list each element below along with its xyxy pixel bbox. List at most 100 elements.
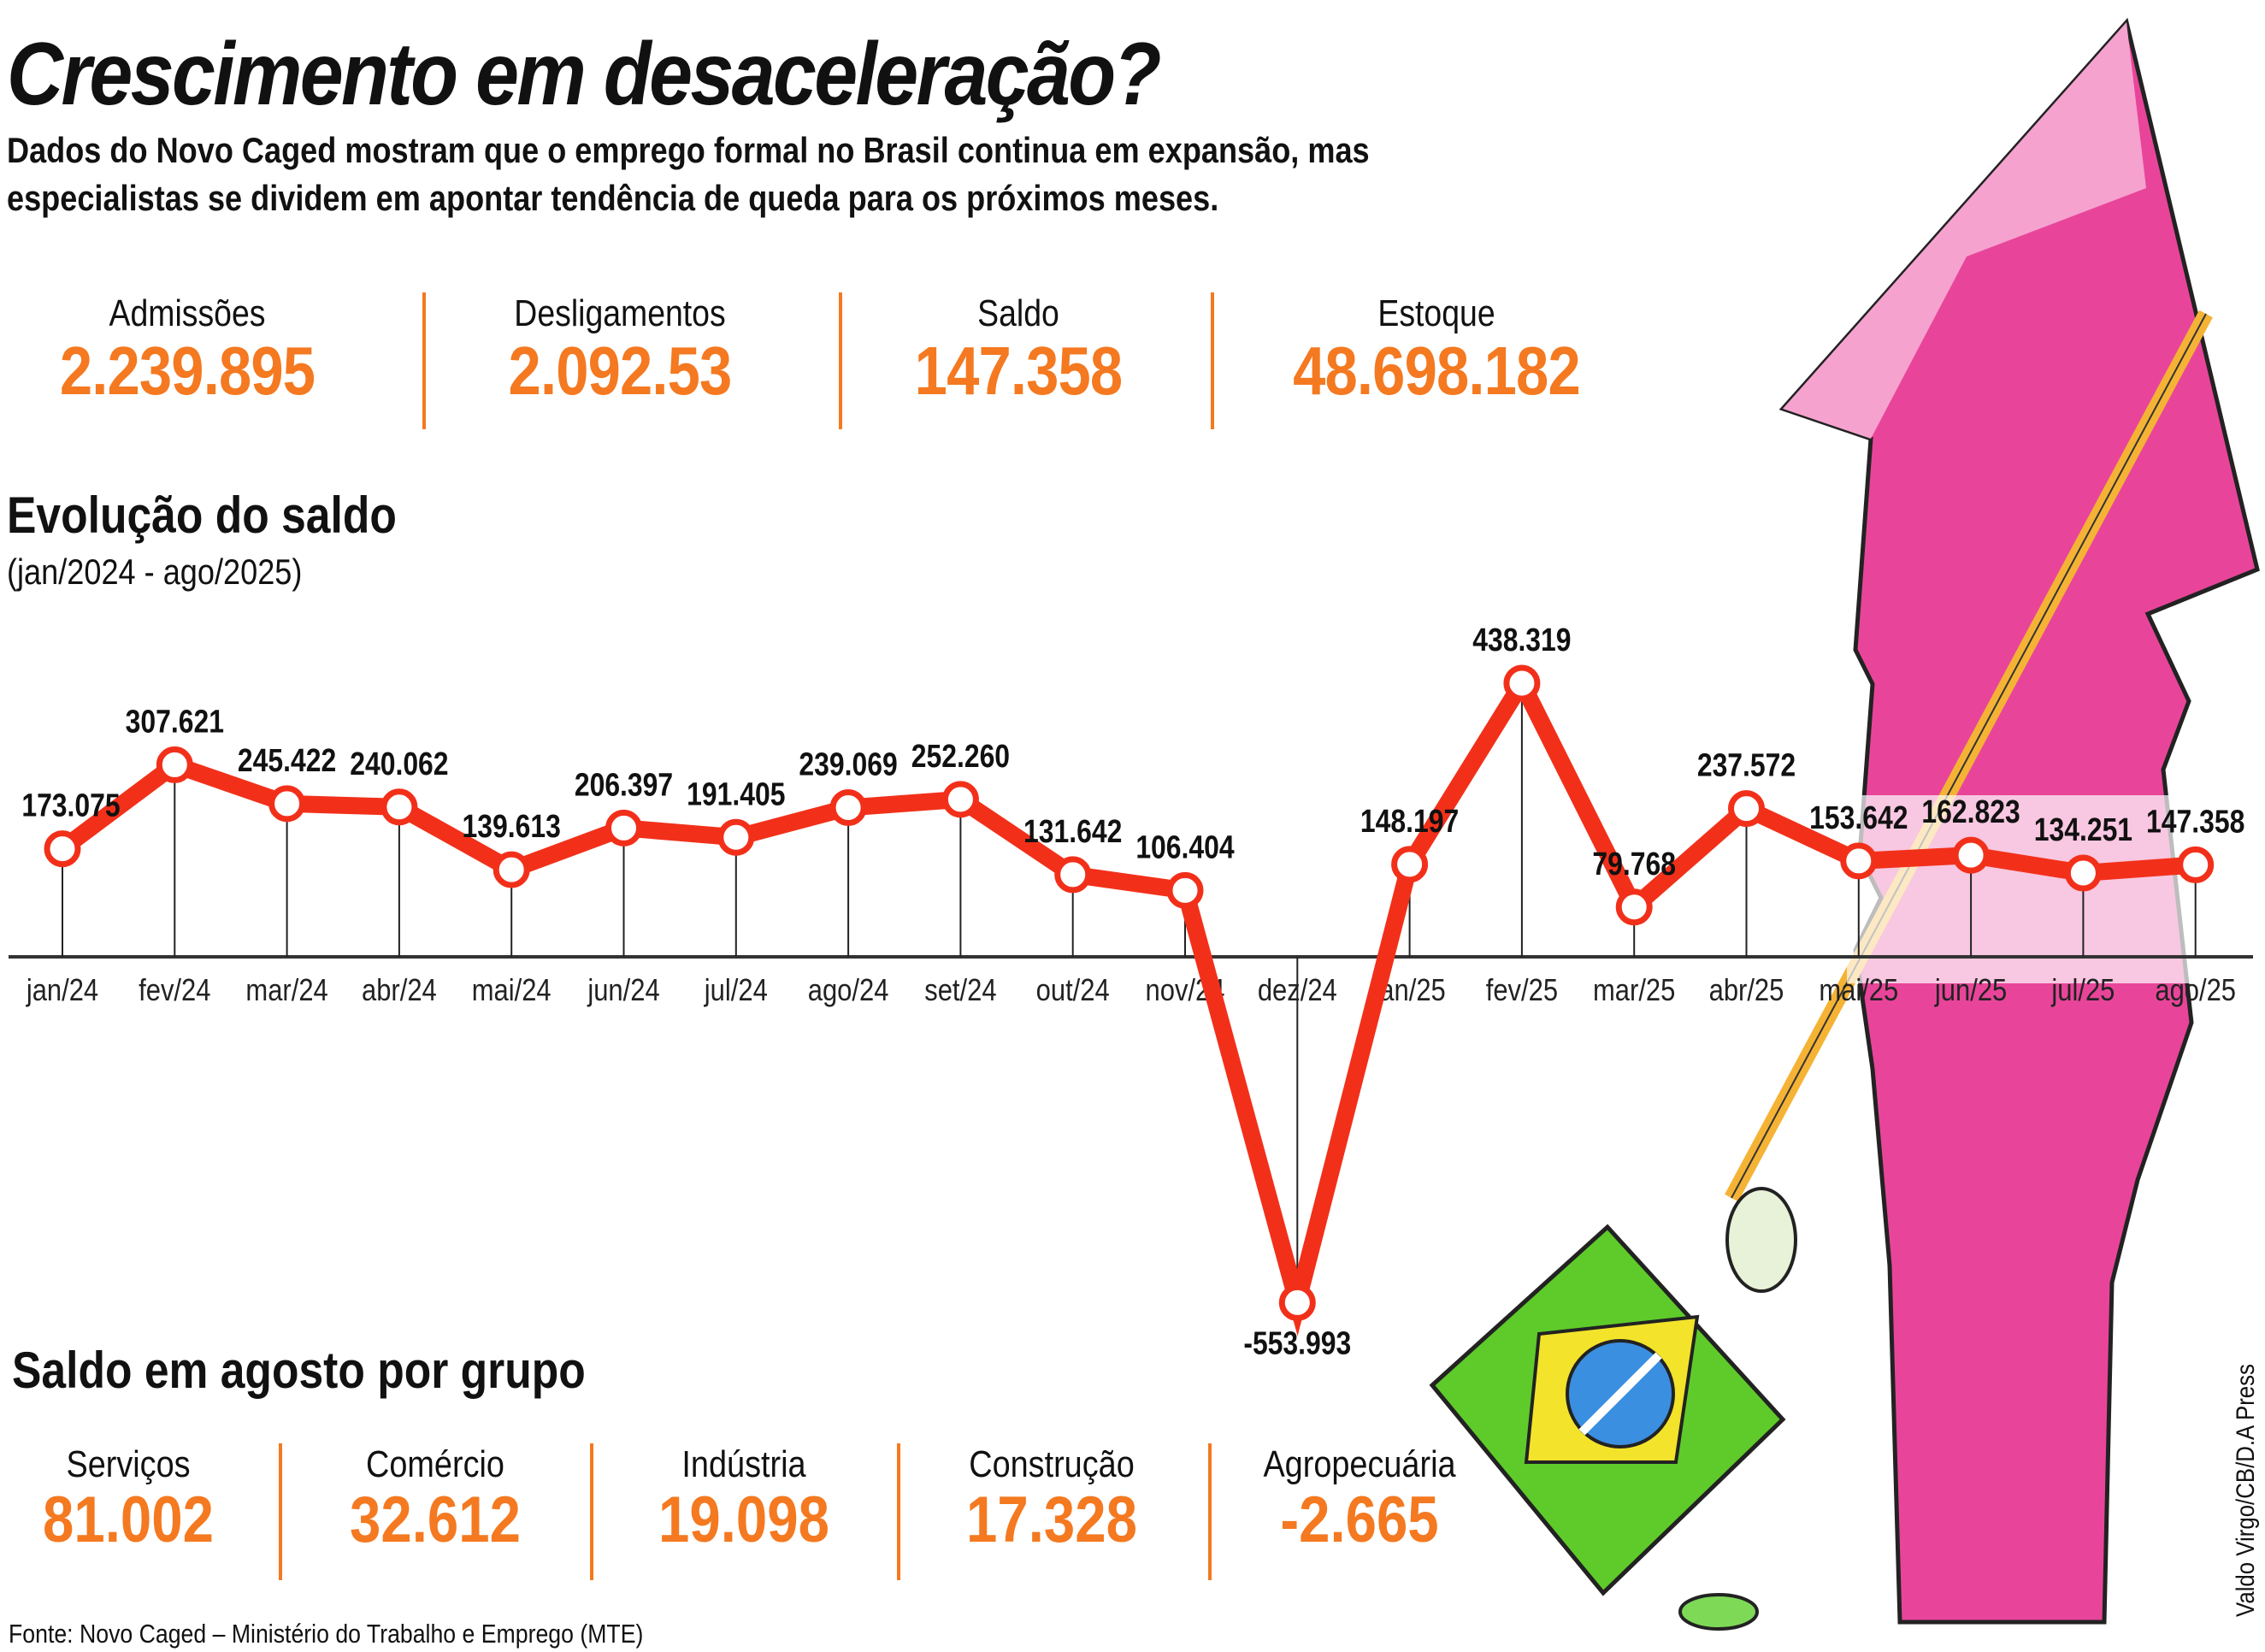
x-tick-label: mai/25	[1819, 974, 1898, 1008]
divider	[839, 292, 842, 429]
foot-illustration	[1678, 1593, 1759, 1631]
stat-value: 2.239.895	[59, 333, 316, 409]
x-tick-label: jun/25	[1934, 974, 2007, 1008]
x-tick-label: abr/24	[362, 974, 437, 1008]
groups-title: Saldo em agosto por grupo	[12, 1342, 586, 1399]
series-line	[57, 665, 2197, 1336]
data-label: 148.197	[1360, 803, 1459, 839]
data-label: -553.993	[1243, 1325, 1351, 1361]
x-tick-label: out/24	[1036, 974, 1110, 1008]
x-tick-label: set/24	[924, 974, 996, 1008]
data-point	[2064, 854, 2102, 892]
data-label: 240.062	[350, 746, 448, 782]
data-label: 173.075	[21, 788, 120, 823]
divider	[279, 1443, 282, 1580]
x-tick-label: fev/24	[139, 974, 210, 1008]
group-value: 19.098	[658, 1484, 829, 1556]
stat-value: 147.358	[914, 333, 1124, 409]
illustration-credit: Valdo Virgo/CB/D.A Press	[2232, 1364, 2260, 1617]
data-label: 245.422	[238, 742, 336, 778]
data-label: 79.768	[1592, 846, 1676, 882]
x-tick-label: jul/25	[2050, 974, 2115, 1008]
x-tick-label: mar/25	[1593, 974, 1675, 1008]
data-label: 106.404	[1135, 829, 1235, 865]
data-point	[1840, 842, 1878, 880]
stat-label: Saldo	[977, 292, 1059, 334]
stat-value: 48.698.182	[1293, 333, 1581, 409]
stat-label: Admissões	[109, 292, 266, 334]
stat-saldo: Saldo 147.358	[822, 292, 1215, 407]
group-value: 81.002	[43, 1484, 214, 1556]
stat-desligamentos: Desligamentos 2.092.53	[423, 292, 817, 407]
stat-label: Desligamentos	[514, 292, 726, 334]
group-value: 17.328	[966, 1484, 1137, 1556]
data-point	[156, 746, 193, 783]
group-label: Construção	[969, 1443, 1135, 1485]
x-tick-label: jul/24	[704, 974, 768, 1008]
stat-value: 2.092.53	[508, 333, 733, 409]
data-point	[1278, 1283, 1316, 1321]
data-point	[1615, 888, 1653, 926]
x-tick-label: dez/24	[1258, 974, 1337, 1008]
data-point	[2177, 846, 2215, 883]
data-point	[1952, 836, 1990, 874]
chart-title: Evolução do saldo	[7, 487, 397, 544]
x-tick-label: mar/24	[245, 974, 327, 1008]
data-point	[1503, 664, 1541, 702]
data-label: 191.405	[687, 776, 785, 812]
group-label: Comércio	[366, 1443, 504, 1485]
group-comercio: Comércio 32.612	[281, 1443, 589, 1555]
data-label: 162.823	[1921, 794, 2020, 830]
divider	[590, 1443, 593, 1580]
stat-label: Estoque	[1377, 292, 1495, 334]
x-tick-label: jun/24	[587, 974, 659, 1008]
data-point	[380, 788, 418, 826]
x-tick-label: jan/24	[26, 974, 98, 1008]
source-note: Fonte: Novo Caged – Ministério do Trabal…	[9, 1619, 644, 1649]
data-point	[268, 785, 306, 823]
data-point	[493, 851, 530, 888]
group-value: -2.665	[1280, 1484, 1439, 1556]
group-construcao: Construção 17.328	[898, 1443, 1206, 1555]
chart-subtitle: (jan/2024 - ago/2025)	[7, 552, 303, 592]
data-label: 237.572	[1697, 747, 1796, 783]
x-tick-label: mai/24	[472, 974, 552, 1008]
x-tick-label: abr/25	[1709, 974, 1784, 1008]
saldo-line-chart: jan/24 fev/24 mar/24 abr/24 mai/24 jun/24 jul/…	[9, 622, 2253, 1361]
data-label: 134.251	[2034, 811, 2132, 847]
data-label: 131.642	[1023, 813, 1122, 849]
data-point	[829, 788, 867, 826]
data-point	[1728, 790, 1765, 828]
data-point	[717, 818, 755, 856]
divider	[1208, 1443, 1212, 1580]
data-point	[941, 781, 979, 818]
data-point	[44, 830, 81, 868]
divider	[422, 292, 426, 429]
data-label: 206.397	[575, 767, 673, 803]
group-label: Agropecuária	[1263, 1443, 1456, 1485]
group-industria: Indústria 19.098	[590, 1443, 898, 1555]
data-label: 438.319	[1472, 622, 1571, 658]
data-label: 153.642	[1809, 799, 1908, 835]
subtitle-line-2: especialistas se dividem em apontar tend…	[7, 178, 1219, 218]
data-label: 239.069	[799, 746, 897, 782]
pink-arrow-highlight	[1783, 22, 2146, 439]
data-point	[1166, 871, 1204, 909]
data-point	[1391, 846, 1429, 883]
x-tick-label: fev/25	[1486, 974, 1558, 1008]
data-label: 252.260	[911, 738, 1010, 774]
stat-admissoes: Admissões 2.239.895	[0, 292, 384, 407]
divider	[897, 1443, 900, 1580]
stat-estoque: Estoque 48.698.182	[1240, 292, 1633, 407]
data-label: 139.613	[463, 809, 561, 845]
subtitle-line-1: Dados do Novo Caged mostram que o empreg…	[7, 130, 1370, 170]
group-label: Serviços	[66, 1443, 191, 1485]
chart-overlay-band	[1847, 795, 2206, 983]
divider	[1211, 292, 1214, 429]
group-label: Indústria	[681, 1443, 806, 1485]
data-label: 307.621	[126, 704, 224, 740]
group-agropecuaria: Agropecuária -2.665	[1206, 1443, 1513, 1555]
group-servicos: Serviços 81.002	[0, 1443, 282, 1555]
group-value: 32.612	[350, 1484, 521, 1556]
